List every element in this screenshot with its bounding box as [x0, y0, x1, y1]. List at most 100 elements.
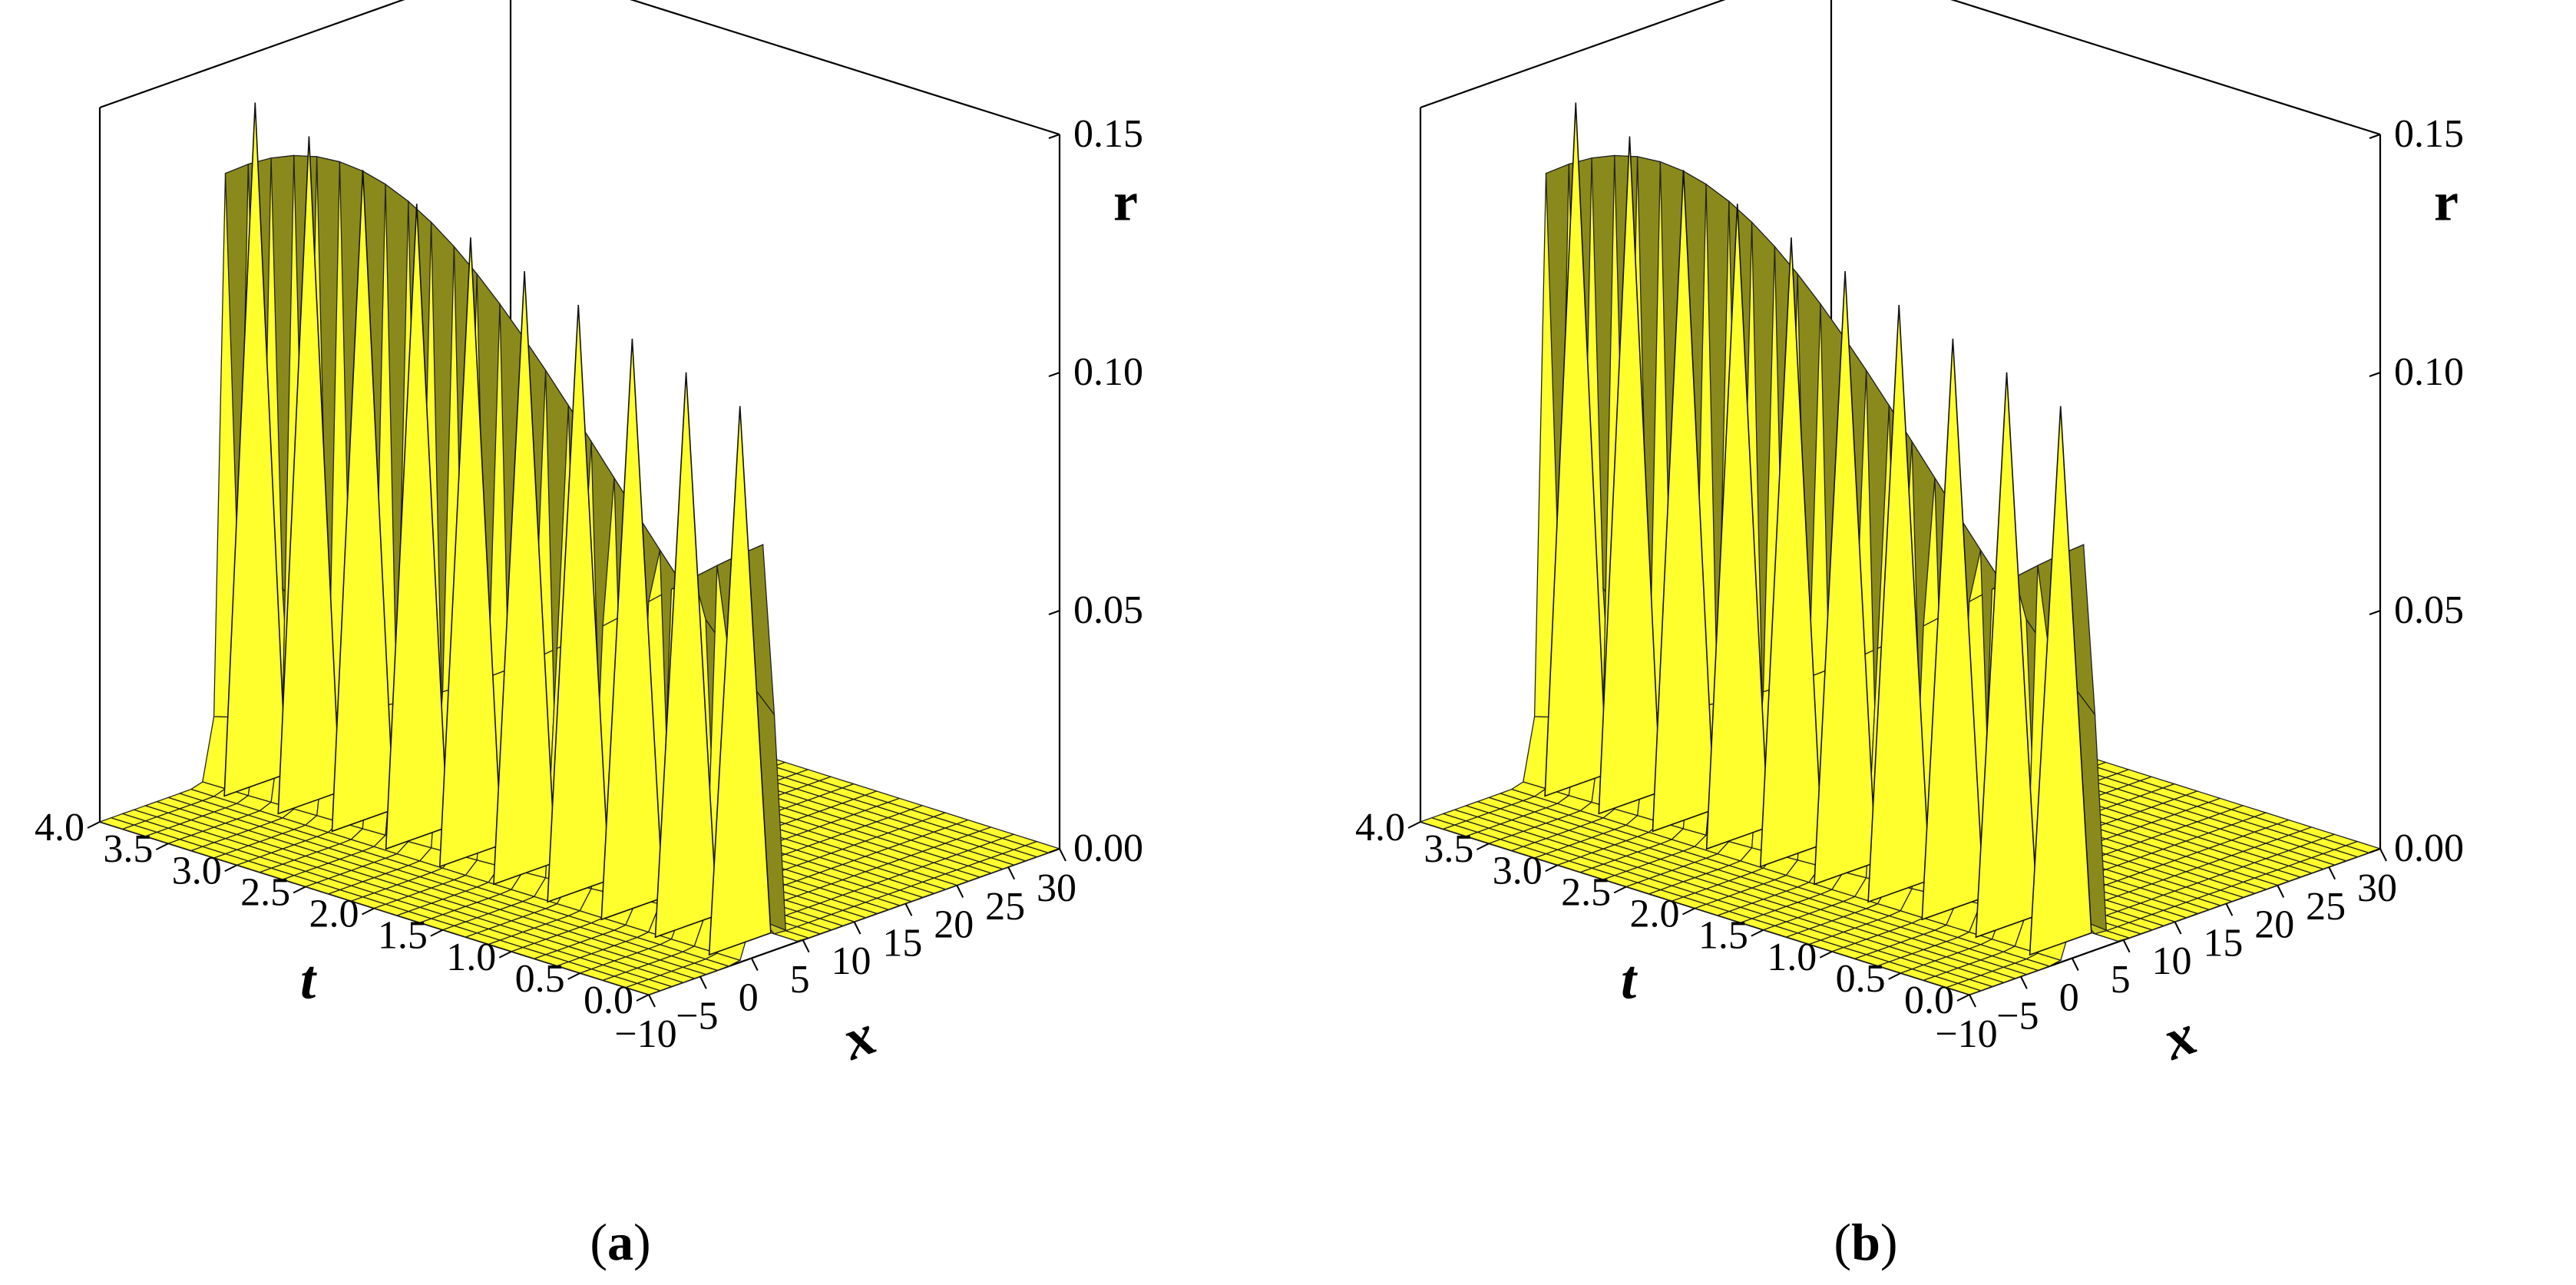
t-tick-label: 2.5 [1561, 870, 1611, 914]
top-left-edge [1420, 0, 1726, 109]
x-axis-label: x [833, 1002, 883, 1073]
t-tick-label: 0.5 [515, 957, 565, 1001]
z-tick-label: 0.10 [2394, 350, 2464, 394]
t-tick-mark [155, 843, 169, 851]
soliton-peak [277, 136, 341, 815]
caption-a: (a) [590, 1213, 651, 1271]
z-tick-mark [2369, 610, 2381, 615]
x-tick-label: 25 [2306, 885, 2346, 929]
caption-b: (b) [1834, 1213, 1898, 1271]
caption-b-letter: b [1851, 1213, 1880, 1271]
t-axis-ticks-a: 0.0 0.5 1.0 1.5 2.0 2.5 3.0 3.5 4.0 [35, 806, 650, 1022]
x-tick-mark [956, 885, 964, 898]
z-axis-ticks-b: 0.00 0.05 0.10 0.15 [2369, 112, 2464, 870]
surface-mesh-a [98, 102, 1062, 995]
soliton-peak [1814, 271, 1877, 886]
t-tick-mark [636, 994, 650, 1002]
soliton-peak [1544, 102, 1608, 797]
x-tick-mark [2328, 866, 2336, 880]
t-tick-label: 1.5 [1698, 914, 1748, 958]
t-tick-mark [1819, 950, 1833, 959]
z-tick-label: 0.05 [1073, 588, 1143, 632]
t-tick-mark [1476, 843, 1490, 851]
x-tick-mark [853, 921, 861, 935]
t-tick-mark [1751, 929, 1764, 937]
z-axis-ticks-a: 0.00 0.05 0.10 0.15 [1048, 112, 1143, 870]
soliton-peak [1652, 170, 1715, 833]
soliton-peak [385, 204, 448, 850]
x-tick-label: 15 [882, 921, 922, 965]
caption-a-letter: a [607, 1213, 633, 1271]
t-tick-label: 0.5 [1836, 957, 1886, 1001]
x-tick-mark [2277, 885, 2285, 898]
t-tick-mark [293, 886, 306, 894]
x-tick-label: 10 [2152, 939, 2192, 983]
z-tick-label: 0.15 [1073, 112, 1143, 156]
x-tick-mark [904, 902, 913, 916]
z-axis-label: r [2434, 171, 2459, 233]
soliton-peak [600, 338, 664, 921]
z-tick-mark [1048, 372, 1060, 377]
t-axis-ticks-b: 0.0 0.5 1.0 1.5 2.0 2.5 3.0 3.5 4.0 [1355, 806, 1970, 1022]
t-tick-mark [362, 907, 375, 916]
t-tick-mark [224, 864, 238, 873]
z-tick-mark [1048, 134, 1060, 139]
soliton-peak [708, 406, 772, 956]
x-tick-label: −10 [1935, 1012, 1997, 1056]
t-tick-mark [1407, 821, 1421, 829]
x-tick-label: 30 [1037, 866, 1076, 910]
x-tick-mark [2071, 958, 2079, 971]
x-axis-ticks-b: −10−5 0 5 10 15 20 25 30 [1935, 848, 2397, 1056]
surface-plot-a: 0.000.050.100.15r−10−5 0 5 10 15 20 25 30x0.00.… [35, 0, 1143, 1073]
soliton-peak [1921, 338, 1985, 921]
x-tick-mark [648, 994, 656, 1008]
t-tick-label: 0.0 [584, 979, 633, 1022]
t-tick-label: 2.0 [1630, 893, 1680, 936]
soliton-peak [547, 304, 610, 903]
x-tick-label: 30 [2357, 866, 2397, 910]
x-tick-label: 5 [2111, 958, 2131, 1002]
top-left-edge [99, 0, 405, 109]
t-tick-mark [567, 972, 581, 980]
surface-mesh-b [1418, 102, 2383, 995]
soliton-peak [1705, 204, 1769, 850]
t-axis-label: t [1621, 949, 1638, 1010]
t-tick-mark [1956, 994, 1970, 1002]
surface-plot-b: 0.000.050.100.15r−10−5 0 5 10 15 20 25 30x0.00.… [1355, 0, 2464, 1073]
x-tick-mark [2019, 975, 2028, 989]
t-tick-mark [1613, 886, 1627, 894]
x-tick-mark [2174, 921, 2182, 935]
z-tick-label: 0.00 [1073, 826, 1143, 870]
x-tick-mark [750, 958, 759, 971]
x-axis-ticks-a: −10−5 0 5 10 15 20 25 30 [614, 848, 1076, 1056]
x-tick-label: 20 [934, 903, 974, 947]
x-tick-mark [1007, 866, 1016, 880]
x-tick-label: 25 [985, 885, 1025, 929]
t-tick-label: 3.0 [172, 849, 222, 893]
t-tick-mark [430, 929, 444, 937]
z-tick-label: 0.10 [1073, 350, 1143, 394]
soliton-peak [223, 102, 287, 797]
z-tick-mark [2369, 134, 2381, 139]
t-tick-label: 3.5 [103, 827, 153, 871]
x-tick-label: 15 [2203, 921, 2243, 965]
z-tick-mark [2369, 848, 2381, 853]
soliton-peak [1759, 237, 1823, 868]
z-axis-label: r [1113, 171, 1138, 233]
x-tick-mark [2122, 939, 2131, 953]
soliton-peak [1867, 304, 1931, 903]
soliton-peak [1598, 136, 1662, 815]
x-tick-mark [1969, 994, 1976, 1008]
t-tick-label: 2.0 [309, 893, 359, 936]
t-tick-label: 0.0 [1904, 979, 1954, 1022]
x-tick-mark [802, 939, 810, 953]
x-tick-label: 5 [790, 958, 810, 1002]
t-tick-label: 1.0 [1767, 936, 1817, 979]
top-right-edge [1950, 0, 2381, 136]
soliton-peak [438, 237, 502, 868]
panel-a: 0.00 0.05 0.10 0.15 r −10 −5 0 5 10 15 20 25 30 x 0.0 0.… [35, 0, 1143, 1271]
z-tick-label: 0.00 [2394, 826, 2464, 870]
x-tick-mark [699, 975, 707, 989]
t-tick-mark [1682, 907, 1695, 916]
soliton-peak [1975, 372, 2039, 939]
